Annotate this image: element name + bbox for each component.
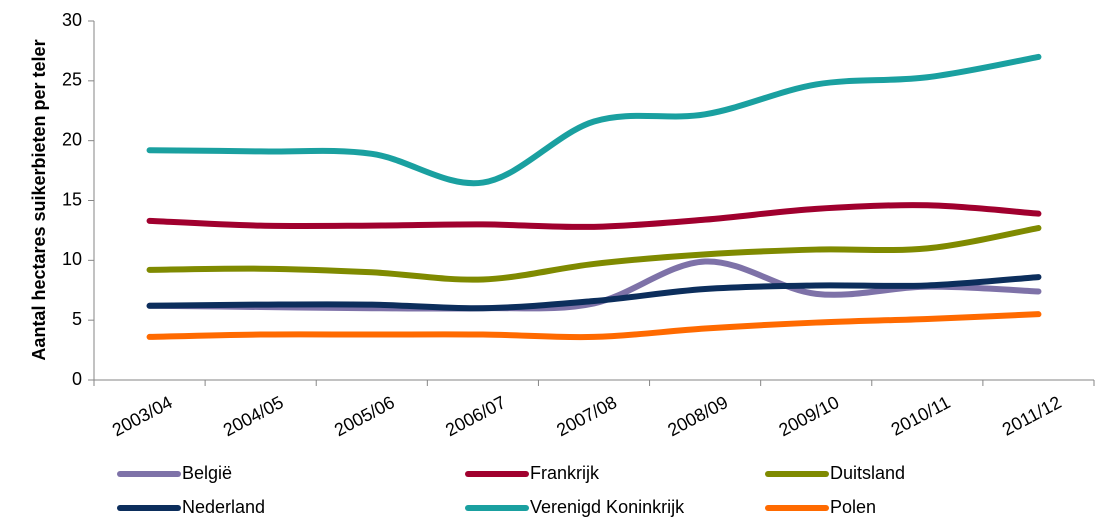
legend-label: Polen — [830, 497, 876, 517]
legend-label: België — [182, 463, 232, 483]
x-tick-label: 2004/05 — [220, 392, 287, 440]
y-tick-label: 25 — [62, 70, 82, 90]
series-line — [146, 225, 1042, 283]
y-tick-label: 10 — [62, 249, 82, 269]
y-tick-label: 30 — [62, 10, 82, 30]
x-tick-label: 2007/08 — [553, 392, 620, 440]
y-tick-label: 0 — [72, 369, 82, 389]
y-axis-label: Aantal hectares suikerbieten per teler — [29, 39, 49, 360]
x-tick-label: 2006/07 — [442, 392, 509, 440]
x-tick-label: 2009/10 — [775, 392, 842, 440]
x-tick-label: 2005/06 — [331, 392, 398, 440]
legend-label: Frankrijk — [530, 463, 600, 483]
x-tick-label: 2003/04 — [109, 392, 176, 440]
x-tick-label: 2008/09 — [664, 392, 731, 440]
y-tick-label: 5 — [72, 309, 82, 329]
legend-label: Nederland — [182, 497, 265, 517]
series-line — [146, 53, 1042, 187]
series-line — [146, 202, 1042, 230]
y-tick-label: 20 — [62, 129, 82, 149]
x-tick-label: 2010/11 — [888, 392, 954, 440]
legend-label: Verenigd Koninkrijk — [530, 497, 685, 517]
series-line — [146, 311, 1042, 341]
legend-label: Duitsland — [830, 463, 905, 483]
y-tick-label: 15 — [62, 189, 82, 209]
series-line — [146, 274, 1042, 312]
x-tick-label: 2011/12 — [999, 392, 1065, 440]
